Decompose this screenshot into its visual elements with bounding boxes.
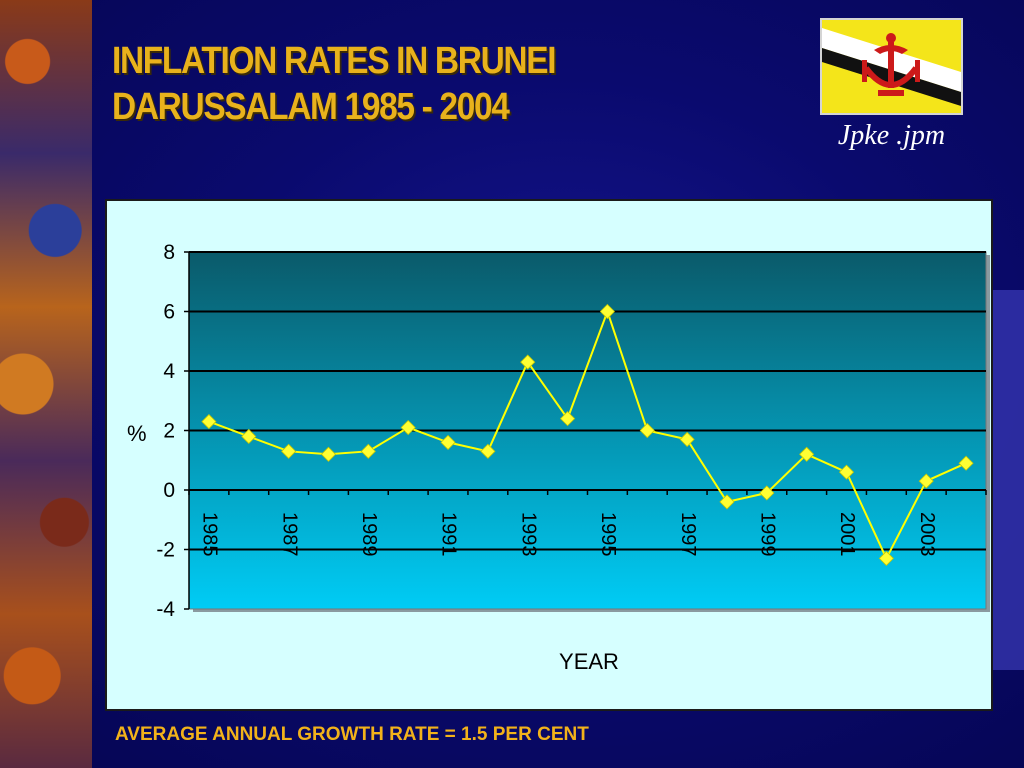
x-tick-labels: 1985 1987 1989 1991 1993 1995 1997 1999 2001 2003 <box>199 512 938 557</box>
y-tick-label: 2 <box>163 420 175 443</box>
average-growth-note: AVERAGE ANNUAL GROWTH RATE = 1.5 PER CEN… <box>115 724 589 745</box>
y-tick-label: 0 <box>163 479 175 502</box>
image-filename-label: Jpke .jpm <box>837 120 946 151</box>
data-point-1985 <box>201 414 217 430</box>
x-tick-label: 2003 <box>916 512 938 557</box>
y-tick-label: 8 <box>163 241 175 264</box>
data-point-1991 <box>440 434 456 450</box>
data-point-1992 <box>480 443 496 459</box>
y-tick-label: -2 <box>156 539 175 562</box>
data-point-1994 <box>560 411 576 427</box>
brunei-flag-image <box>820 18 963 115</box>
y-tick-label: -4 <box>156 598 175 621</box>
x-tick-label: 1987 <box>278 512 300 557</box>
data-point-1987 <box>281 443 297 459</box>
data-point-1998 <box>719 494 735 510</box>
data-point-1988 <box>320 446 337 462</box>
data-point-2000 <box>799 446 815 462</box>
x-tick-label: 1991 <box>438 512 460 557</box>
data-point-1989 <box>360 443 376 459</box>
x-tick-label: 2001 <box>836 512 858 557</box>
data-point-1996 <box>639 422 655 439</box>
data-point-1995 <box>599 303 615 320</box>
title-line-2: DARUSSALAM 1985 - 2004 <box>112 86 510 128</box>
axes <box>184 251 987 610</box>
x-tick-label: 1985 <box>199 512 221 557</box>
data-point-2003 <box>918 473 934 489</box>
slide-title: INFLATION RATES IN BRUNEI DARUSSALAM 198… <box>112 38 557 130</box>
data-point-1986 <box>241 428 257 445</box>
gridlines <box>189 251 986 551</box>
decorative-gear-edge <box>990 290 1024 670</box>
chart-panel: 8 6 4 2 0 -2 -4 1985 1987 1989 1991 1993 1995 1997 19… <box>105 199 993 711</box>
data-point-2001 <box>838 464 855 480</box>
data-point-1997 <box>679 431 695 447</box>
data-point-2004 <box>958 455 974 471</box>
title-line-1: INFLATION RATES IN BRUNEI <box>112 40 557 82</box>
data-point-1999 <box>759 485 775 501</box>
y-tick-labels: 8 6 4 2 0 -2 -4 <box>156 241 175 621</box>
series-inflation <box>201 303 974 566</box>
data-point-2002 <box>878 550 894 566</box>
y-tick-label: 4 <box>163 360 175 383</box>
decorative-gear-strip <box>0 0 92 768</box>
x-tick-label: 1999 <box>757 512 779 557</box>
x-tick-label: 1995 <box>597 512 619 557</box>
y-axis-label: % <box>127 421 147 446</box>
data-point-1993 <box>520 354 536 370</box>
x-tick-label: 1997 <box>677 512 699 557</box>
x-tick-label: 1993 <box>517 512 539 557</box>
crest-icon <box>862 33 920 96</box>
x-tick-label: 1989 <box>358 512 380 557</box>
x-axis-label: YEAR <box>559 649 619 674</box>
y-tick-label: 6 <box>163 301 175 324</box>
data-point-1990 <box>400 419 416 436</box>
flag-graphic <box>822 20 961 113</box>
